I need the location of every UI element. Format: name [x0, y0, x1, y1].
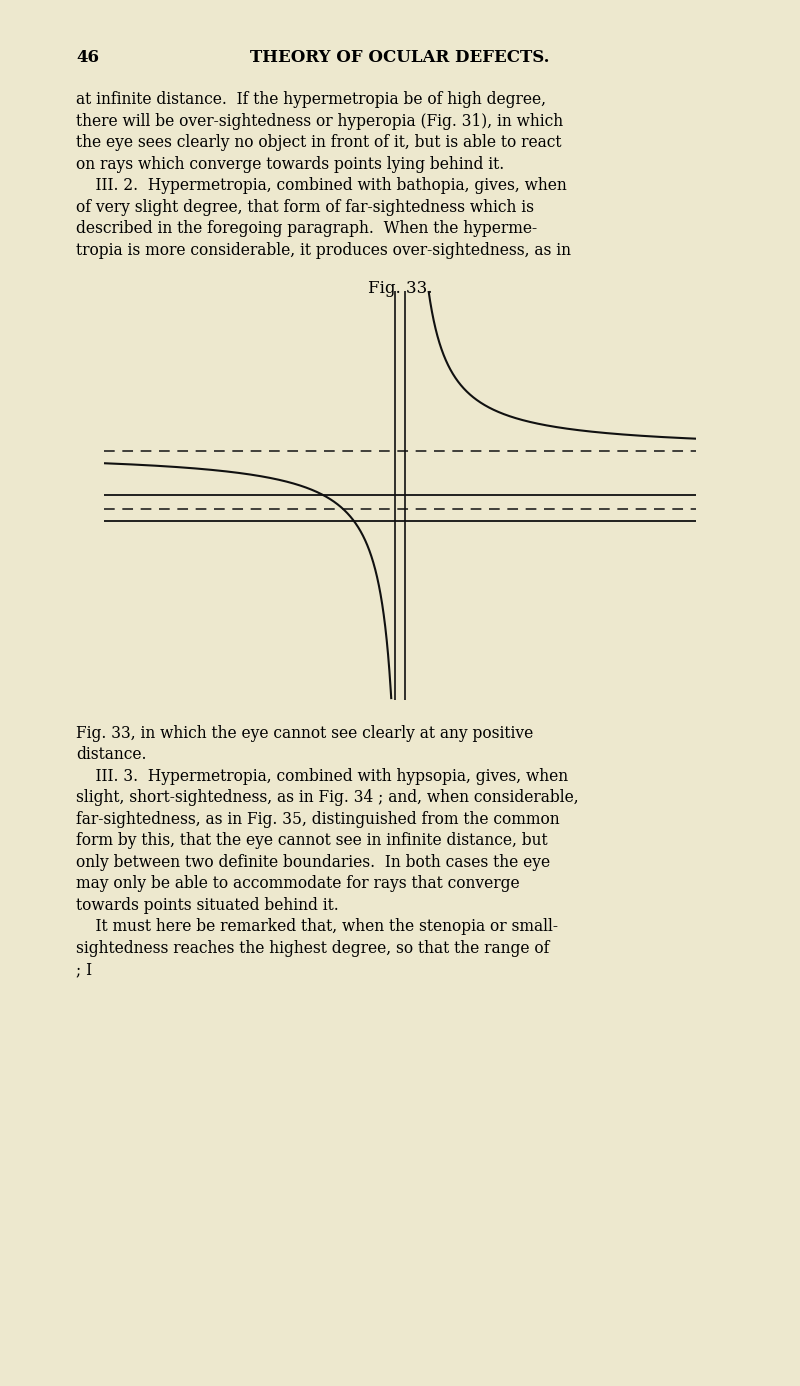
Text: towards points situated behind it.: towards points situated behind it.: [76, 897, 338, 913]
Text: III. 3.  Hypermetropia, combined with hypsopia, gives, when: III. 3. Hypermetropia, combined with hyp…: [76, 768, 568, 784]
Text: described in the foregoing paragraph.  When the hyperme-: described in the foregoing paragraph. Wh…: [76, 220, 537, 237]
Text: It must here be remarked that, when the stenopia or small-: It must here be remarked that, when the …: [76, 918, 558, 936]
Text: of very slight degree, that form of far-sightedness which is: of very slight degree, that form of far-…: [76, 198, 534, 216]
Text: there will be over-sightedness or hyperopia (Fig. 31), in which: there will be over-sightedness or hypero…: [76, 112, 563, 130]
Text: form by this, that the eye cannot see in infinite distance, but: form by this, that the eye cannot see in…: [76, 832, 548, 850]
Text: THEORY OF OCULAR DEFECTS.: THEORY OF OCULAR DEFECTS.: [250, 49, 550, 65]
Text: distance.: distance.: [76, 746, 146, 764]
Text: only between two definite boundaries.  In both cases the eye: only between two definite boundaries. In…: [76, 854, 550, 870]
Text: Fig. 33.: Fig. 33.: [368, 280, 432, 297]
Text: on rays which converge towards points lying behind it.: on rays which converge towards points ly…: [76, 155, 504, 173]
Text: III. 2.  Hypermetropia, combined with bathopia, gives, when: III. 2. Hypermetropia, combined with bat…: [76, 177, 566, 194]
Text: the eye sees clearly no object in front of it, but is able to react: the eye sees clearly no object in front …: [76, 134, 562, 151]
Text: tropia is more considerable, it produces over-sightedness, as in: tropia is more considerable, it produces…: [76, 241, 571, 259]
Text: may only be able to accommodate for rays that converge: may only be able to accommodate for rays…: [76, 876, 520, 893]
Text: slight, short-sightedness, as in Fig. 34 ; and, when considerable,: slight, short-sightedness, as in Fig. 34…: [76, 789, 578, 807]
Text: 46: 46: [76, 49, 99, 65]
Text: at infinite distance.  If the hypermetropia be of high degree,: at infinite distance. If the hypermetrop…: [76, 91, 546, 108]
Text: far-sightedness, as in Fig. 35, distinguished from the common: far-sightedness, as in Fig. 35, distingu…: [76, 811, 560, 827]
Text: ; I: ; I: [76, 962, 92, 979]
Text: sightedness reaches the highest degree, so that the range of: sightedness reaches the highest degree, …: [76, 940, 550, 956]
Text: Fig. 33, in which the eye cannot see clearly at any positive: Fig. 33, in which the eye cannot see cle…: [76, 725, 534, 742]
